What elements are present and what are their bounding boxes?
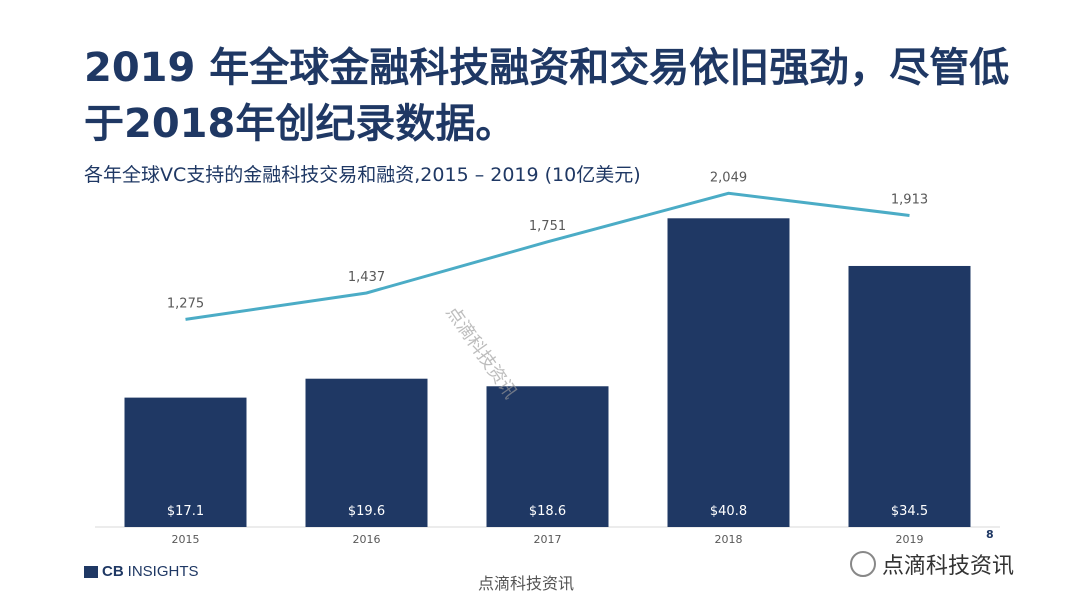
- wechat-icon: [850, 551, 876, 577]
- bar: [848, 265, 971, 527]
- x-tick-label: 2018: [715, 533, 743, 546]
- line-value-label: 2,049: [710, 170, 747, 185]
- page-title: 2019 年全球金融科技融资和交易依旧强劲，尽管低于2018年创纪录数据。: [84, 45, 1010, 147]
- x-tick-label: 2019: [896, 533, 924, 546]
- line-value-label: 1,913: [891, 192, 928, 207]
- logo-mark-icon: [84, 565, 98, 578]
- x-tick-label: 2015: [172, 533, 200, 546]
- bar-value-label: $18.6: [529, 504, 566, 519]
- deal-count-line: [185, 191, 910, 321]
- bar-value-label: $34.5: [891, 504, 928, 519]
- bar: [667, 218, 790, 527]
- logo-text: INSIGHTS: [127, 563, 199, 580]
- x-tick-label: 2016: [353, 533, 381, 546]
- bar: [486, 386, 609, 527]
- bar-value-label: $17.1: [167, 504, 204, 519]
- chart-subtitle: 各年全球VC支持的金融科技交易和融资,2015 – 2019 (10亿美元): [84, 164, 641, 186]
- bar: [305, 378, 428, 527]
- bottom-watermark: 点滴科技资讯: [478, 574, 575, 593]
- line-value-label: 1,751: [529, 219, 566, 234]
- line-value-label: 1,437: [348, 270, 385, 285]
- bar-value-label: $19.6: [348, 504, 385, 519]
- bar-value-label: $40.8: [710, 504, 747, 519]
- wechat-watermark: 点滴科技资讯: [850, 548, 1014, 580]
- logo-cb: CB: [102, 563, 124, 580]
- cbinsights-logo: CB INSIGHTS: [84, 563, 199, 580]
- x-tick-label: 2017: [534, 533, 562, 546]
- bar: [124, 397, 247, 527]
- wechat-watermark-text: 点滴科技资讯: [882, 554, 1015, 579]
- line-value-label: 1,275: [167, 296, 204, 311]
- page-number: 8: [986, 528, 994, 541]
